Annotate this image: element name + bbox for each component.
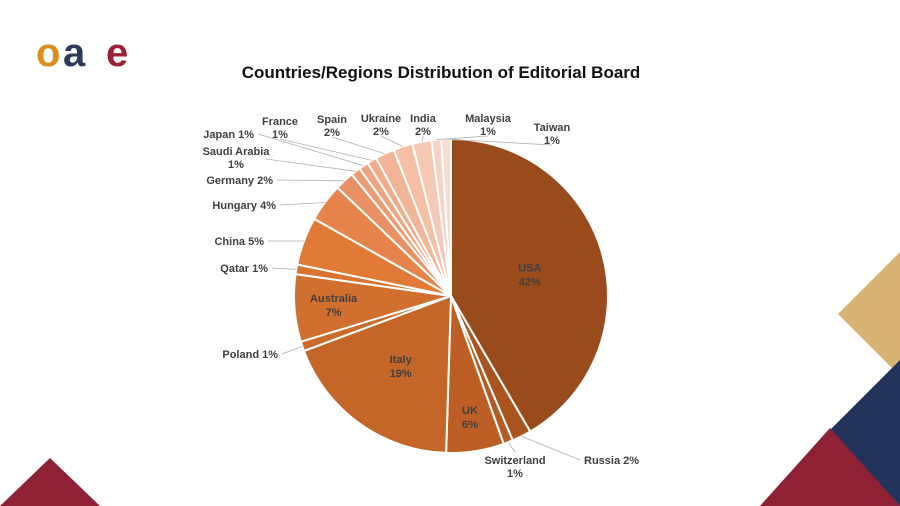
logo-letter-o: o — [36, 31, 60, 75]
slice-label-usa: USA 42% — [518, 263, 541, 289]
leader-line-taiwan — [446, 138, 553, 146]
leader-line-india — [421, 135, 424, 142]
slice-name-saudi-arabia: Saudi Arabia — [203, 146, 271, 158]
slice-pct-france: 1% — [272, 129, 288, 141]
slice-name-usa: USA — [518, 263, 541, 275]
slice-name-taiwan: Taiwan — [534, 122, 571, 134]
slice-name-india: India — [410, 113, 437, 125]
decor-gold-triangle — [838, 252, 900, 376]
slice-label-australia: Australia 7% — [310, 293, 358, 319]
slice-name-spain: Spain — [317, 114, 347, 126]
leader-line-malaysia — [436, 135, 489, 141]
slice-name-uk: UK — [462, 405, 478, 417]
leader-line-germany — [276, 179, 345, 182]
slice-name-switzerland: Switzerland — [484, 455, 545, 467]
slice-label-hungary: Hungary 4% — [212, 200, 276, 212]
logo: o a e — [36, 31, 128, 75]
leader-line-ukraine — [380, 135, 404, 147]
slice-name-ukraine: Ukraine — [361, 113, 401, 125]
slice-pct-switzerland: 1% — [507, 468, 523, 480]
slice-name-russia: Russia 2% — [584, 455, 639, 467]
decor-navy-triangle — [830, 360, 900, 506]
slice-name-hungary: Hungary 4% — [212, 200, 276, 212]
slice-name-china: China 5% — [214, 236, 264, 248]
slice-label-japan: Japan 1% — [203, 129, 254, 141]
logo-letter-e: e — [106, 31, 128, 75]
slice-label-russia: Russia 2% — [584, 455, 639, 467]
slice-pct-italy: 19% — [390, 368, 412, 380]
slice-label-germany: Germany 2% — [206, 175, 273, 187]
slice-pct-india: 2% — [415, 126, 431, 138]
slice-label-italy: Italy 19% — [390, 354, 413, 380]
slice-name-poland: Poland 1% — [222, 349, 278, 361]
slice-label-poland: Poland 1% — [222, 349, 278, 361]
slice-label-qatar: Qatar 1% — [220, 263, 268, 275]
slice-pct-spain: 2% — [324, 127, 340, 139]
slice-label-china: China 5% — [214, 236, 264, 248]
leader-line-japan — [257, 133, 364, 166]
slice-pct-ukraine: 2% — [373, 126, 389, 138]
leader-line-spain — [331, 136, 385, 155]
slice-pct-australia: 7% — [326, 307, 342, 319]
leader-line-france — [279, 138, 372, 161]
leader-line-poland — [281, 346, 303, 355]
logo-letter-a: a — [63, 31, 86, 75]
leader-line-russia — [521, 435, 581, 461]
slice-pct-usa: 42% — [519, 277, 541, 289]
slice-name-australia: Australia — [310, 293, 358, 305]
leader-lines — [257, 133, 581, 461]
slice-pct-uk: 6% — [462, 419, 478, 431]
pie-slice-usa — [450, 137, 609, 433]
slice-label-uk: UK 6% — [462, 405, 478, 431]
slice-name-japan: Japan 1% — [203, 129, 254, 141]
chart-title: Countries/Regions Distribution of Editor… — [242, 63, 641, 82]
leader-line-saudi-arabia — [265, 158, 356, 172]
leader-line-hungary — [279, 202, 325, 206]
decor-maroon-triangle-right — [760, 428, 900, 506]
pie-slice-italy — [302, 294, 453, 454]
slice-name-italy: Italy — [390, 354, 413, 366]
leader-line-switzerland — [507, 441, 516, 453]
slice-pct-saudi-arabia: 1% — [228, 159, 244, 171]
leader-line-qatar — [271, 267, 297, 270]
slice-name-malaysia: Malaysia — [465, 113, 512, 125]
slice-name-france: France — [262, 116, 298, 128]
slice-name-germany: Germany 2% — [206, 175, 273, 187]
slice-name-qatar: Qatar 1% — [220, 263, 268, 275]
slice-pct-taiwan: 1% — [544, 135, 560, 147]
slice-pct-malaysia: 1% — [480, 126, 496, 138]
decor-maroon-triangle-left — [0, 458, 100, 506]
